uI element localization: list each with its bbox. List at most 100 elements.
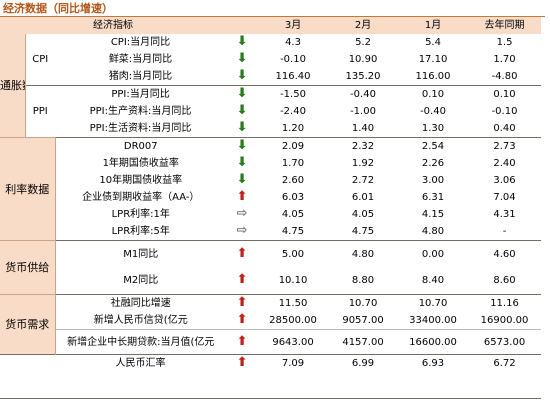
table-row: 10年期国债收益率 ⬇ 2.60 2.72 3.00 3.06 <box>0 172 541 189</box>
arrow-down-icon: ⬇ <box>236 120 248 135</box>
indicator-name: M1同比 <box>55 240 227 268</box>
table-row: PPI:生活资料:当月同比 ⬇ 1.20 1.40 1.30 0.40 <box>0 120 541 138</box>
arrow-down-icon: ⬇ <box>236 155 248 170</box>
indicator-name: 新增企业中长期贷款:当月值(亿元 <box>55 329 227 355</box>
arrow-up-icon: ⬆ <box>236 355 248 370</box>
value-cell: 7.04 <box>493 192 516 203</box>
value-cell: 2.60 <box>281 175 305 186</box>
arrow-down-icon: ⬇ <box>236 103 248 118</box>
arrow-right-icon: ⇨ <box>236 206 248 221</box>
value-cell: 5.2 <box>355 37 371 48</box>
value-cell: 16900.00 <box>480 315 529 326</box>
value-cell: 4.60 <box>468 240 542 268</box>
value-cell: 135.20 <box>345 71 381 82</box>
value-cell: 6.99 <box>328 354 399 372</box>
value-cell: 10.70 <box>328 294 399 312</box>
table-row: LPR利率:1年 ⇨ 4.05 4.05 4.15 4.31 <box>0 206 541 223</box>
value-cell: 5.4 <box>425 37 441 48</box>
value-cell: 3.00 <box>421 175 445 186</box>
value-cell: 6.93 <box>398 354 469 372</box>
table-row: PPI PPI:当月同比 ⬇ -1.50 -0.40 0.10 0.10 <box>0 85 542 138</box>
value-cell: 8.80 <box>351 275 375 287</box>
value-cell: 10.90 <box>348 54 378 65</box>
table-row: 鲜菜:当月同比 ⬇ -0.10 10.90 17.10 1.70 <box>0 51 541 68</box>
value-cell: 1.70 <box>281 158 305 169</box>
value-cell: 2.26 <box>421 158 445 169</box>
arrow-up-icon: ⬆ <box>236 189 248 204</box>
table-row: 货币需求 社融同比增速 ⬆ 11.50 10.70 10.70 11.16 <box>0 294 542 355</box>
value-cell: 5.00 <box>258 240 329 268</box>
value-cell: 8.60 <box>493 275 516 287</box>
value-cell: -1.00 <box>350 106 376 117</box>
subgroup-label-cpi: CPI <box>32 54 49 65</box>
indicator-name: 猪肉:当月同比 <box>108 71 173 82</box>
value-cell: -0.10 <box>280 54 306 65</box>
value-cell: -0.10 <box>491 106 518 117</box>
arrow-up-icon: ⬆ <box>236 312 248 327</box>
value-cell: 6.03 <box>281 192 305 203</box>
value-cell: 4.75 <box>281 226 305 237</box>
value-cell: 4.80 <box>328 240 399 268</box>
value-cell: 0.10 <box>468 85 542 103</box>
table-row: 通胀数据 CPI CPI:当月同比 ⬇ 4.3 5.2 5.4 1.5 <box>0 34 541 138</box>
subgroup-label-ppi: PPI <box>25 85 55 138</box>
indicator-name: CPI:当月同比 <box>110 37 171 48</box>
economic-data-table: 经济指标 3月 2月 1月 去年同期 通胀数据 CPI CPI:当月同比 ⬇ 4.3 5.… <box>0 17 542 372</box>
table-header: 经济指标 3月 2月 1月 去年同期 <box>0 17 542 34</box>
value-cell: 4157.00 <box>328 329 399 355</box>
value-cell: 2.72 <box>351 175 375 186</box>
value-cell: 1.5 <box>496 37 513 48</box>
indicator-name: PPI:生产资料:当月同比 <box>89 106 192 117</box>
value-cell: - <box>502 226 507 237</box>
value-cell: 4.05 <box>281 209 305 220</box>
page-title: 经济数据（同比增速） <box>3 2 113 15</box>
value-cell: 4.3 <box>285 37 301 48</box>
value-cell: 1.20 <box>281 123 305 134</box>
indicator-name: 人民币汇率 <box>55 354 227 372</box>
value-cell: 16600.00 <box>398 329 469 355</box>
arrow-up-icon: ⬆ <box>236 295 248 310</box>
value-cell: 10.70 <box>398 294 469 312</box>
table-row: 1年期国债收益率 ⬇ 1.70 1.92 2.26 2.40 <box>0 155 541 172</box>
table-row: 猪肉:当月同比 ⬇ 116.40 135.20 116.00 -4.80 <box>0 68 541 86</box>
value-cell: 6573.00 <box>468 329 542 355</box>
value-cell: 1.70 <box>493 54 516 65</box>
value-cell: 11.50 <box>258 294 329 312</box>
header-january: 1月 <box>398 17 469 34</box>
indicator-name: 新增人民币信贷(亿元 <box>93 315 188 326</box>
value-cell: 2.73 <box>468 137 542 155</box>
arrow-down-icon: ⬇ <box>236 86 248 101</box>
value-cell: 1.92 <box>351 158 375 169</box>
arrow-down-icon: ⬇ <box>236 68 248 83</box>
table-row: 利率数据 DR007 ⬇ 2.09 2.32 2.54 2.73 <box>0 137 542 241</box>
arrow-down-icon: ⬇ <box>236 138 248 153</box>
arrow-down-icon: ⬇ <box>236 172 248 187</box>
header-last-year: 去年同期 <box>468 17 542 34</box>
value-cell: 2.54 <box>398 137 469 155</box>
value-cell: 1.40 <box>351 123 375 134</box>
value-cell: 2.09 <box>258 137 329 155</box>
value-cell: 2.40 <box>493 158 516 169</box>
value-cell: 4.75 <box>351 226 375 237</box>
table-row: 新增企业中长期贷款:当月值(亿元 ⬆ 9643.00 4157.00 16600.00 6… <box>0 329 542 355</box>
group-label-lilvshuju: 利率数据 <box>0 137 56 241</box>
value-cell: 6.31 <box>421 192 445 203</box>
value-cell: 17.10 <box>418 54 448 65</box>
header-march: 3月 <box>258 17 329 34</box>
value-cell: 0.00 <box>398 240 469 268</box>
value-cell: 10.10 <box>278 275 308 287</box>
arrow-up-icon: ⬆ <box>236 272 248 288</box>
indicator-name: 社融同比增速 <box>55 294 227 312</box>
table-row: M2同比 ⬆ 10.10 8.80 8.40 8.60 <box>0 268 541 295</box>
indicator-name: 1年期国债收益率 <box>102 158 179 169</box>
arrow-down-icon: ⬇ <box>236 34 248 49</box>
value-cell: 1.30 <box>421 123 445 134</box>
arrow-up-icon: ⬆ <box>236 245 248 261</box>
value-cell: 6.01 <box>351 192 375 203</box>
arrow-down-icon: ⬇ <box>236 51 248 66</box>
value-cell: 4.31 <box>493 209 516 220</box>
indicator-name: DR007 <box>55 137 227 155</box>
indicator-name: LPR利率:5年 <box>111 226 170 237</box>
value-cell: 116.40 <box>275 71 311 82</box>
value-cell: -4.80 <box>491 71 518 82</box>
